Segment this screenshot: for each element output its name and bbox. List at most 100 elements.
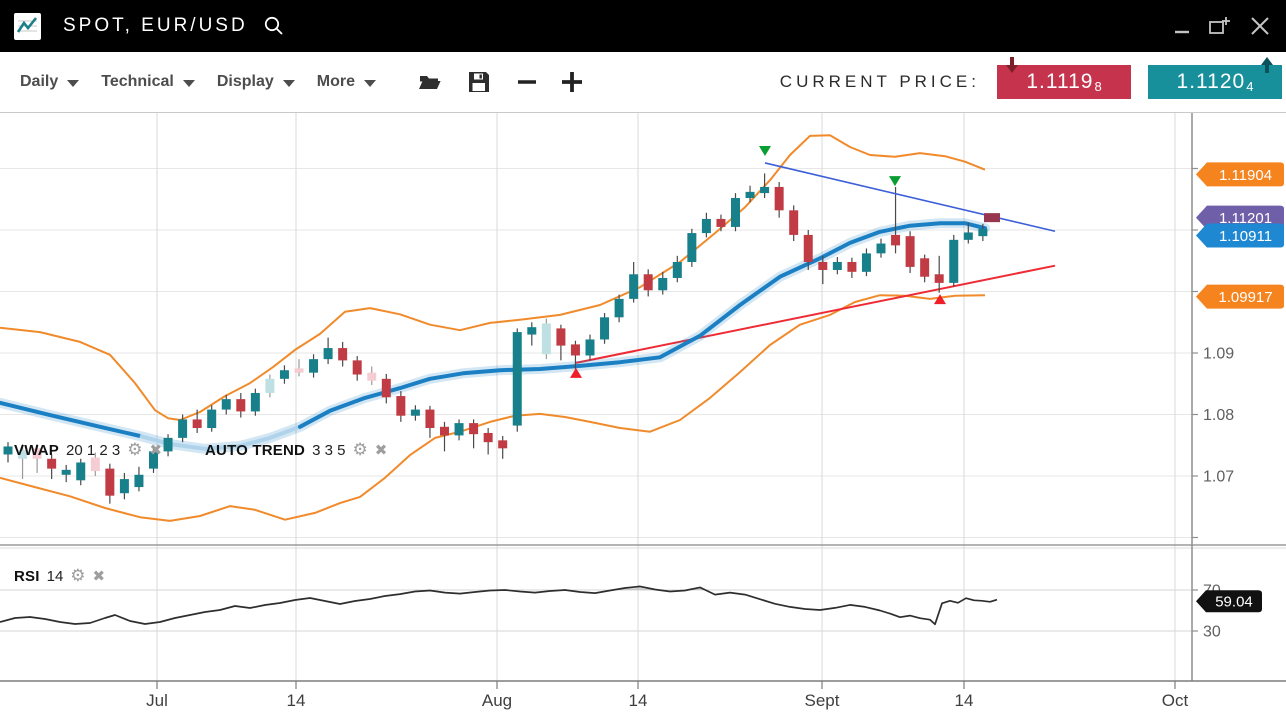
chevron-down-icon xyxy=(282,79,295,87)
chevron-down-icon xyxy=(182,79,195,87)
zoom-out-icon[interactable] xyxy=(516,71,538,93)
price-tick-label: 1.08 xyxy=(1203,407,1234,424)
autotrend-remove-icon[interactable]: ✖ xyxy=(374,441,388,459)
candle-body xyxy=(541,323,551,355)
rsi-remove-icon[interactable]: ✖ xyxy=(92,567,106,585)
rsi-params: 14 xyxy=(46,568,64,585)
candle-body xyxy=(178,419,188,438)
candle-body xyxy=(658,277,668,291)
date-tick-label: 14 xyxy=(629,691,648,710)
save-icon[interactable] xyxy=(468,71,490,93)
chevron-down-icon xyxy=(364,79,377,87)
autotrend-name: AUTO TREND xyxy=(205,442,306,459)
date-tick-label: 14 xyxy=(955,691,974,710)
bid-price-badge: 1.1119 8 xyxy=(997,57,1131,99)
candle-body xyxy=(600,317,610,340)
timeframe-menu-label: Daily xyxy=(20,73,59,90)
ask-price-value: 1.1120 xyxy=(1176,70,1246,93)
candle-body xyxy=(861,253,871,272)
display-menu[interactable]: Display xyxy=(217,73,295,91)
rsi-tick-label: 30 xyxy=(1203,624,1221,641)
candle-body xyxy=(47,458,57,469)
candle-body xyxy=(905,236,915,267)
candle-body xyxy=(687,233,697,262)
date-tick-label: 14 xyxy=(287,691,306,710)
vwap-settings-gear-icon[interactable]: ⚙ xyxy=(127,440,143,460)
price-tag xyxy=(1196,162,1284,187)
rsi-indicator-label: RSI 14 ⚙ ✖ xyxy=(14,566,106,586)
date-tick-label: Aug xyxy=(482,691,512,710)
candle-body xyxy=(556,328,566,346)
buy-signal-triangle-icon xyxy=(570,367,582,378)
candle-body xyxy=(949,239,959,283)
price-tag xyxy=(1196,284,1284,309)
candle-body xyxy=(934,274,944,283)
close-icon[interactable] xyxy=(1250,16,1270,36)
price-up-arrow-icon xyxy=(1260,57,1274,79)
candle-body xyxy=(745,191,755,199)
candle-body xyxy=(978,228,988,237)
candle-body xyxy=(134,474,144,488)
open-folder-icon[interactable] xyxy=(418,72,442,92)
trend-signal-box xyxy=(984,213,1000,223)
vwap-line xyxy=(0,400,142,438)
candle-body xyxy=(440,426,449,436)
candle-body xyxy=(425,409,435,429)
minimize-icon[interactable] xyxy=(1174,17,1190,35)
candle-body xyxy=(643,274,653,291)
price-tag-label: 1.11904 xyxy=(1219,167,1272,184)
rsi-line xyxy=(0,585,998,626)
more-menu-label: More xyxy=(316,73,356,90)
autotrend-indicator-label: AUTO TREND 3 3 5 ⚙ ✖ xyxy=(205,440,388,460)
candle-body xyxy=(236,399,246,412)
search-icon[interactable] xyxy=(262,14,286,38)
candle-body xyxy=(454,423,464,436)
app-logo xyxy=(14,12,41,40)
candle-body xyxy=(396,396,406,416)
popout-icon[interactable] xyxy=(1208,15,1232,37)
candle-body xyxy=(309,359,319,373)
ask-price-badge: 1.1120 4 xyxy=(1148,57,1282,99)
vwap-name: VWAP xyxy=(14,442,59,459)
candle-body xyxy=(527,327,537,335)
date-tick-label: Sept xyxy=(805,691,840,710)
more-menu[interactable]: More xyxy=(316,73,377,91)
candle-body xyxy=(90,457,100,472)
autotrend-settings-gear-icon[interactable]: ⚙ xyxy=(352,440,368,460)
auto-trend-support-line xyxy=(575,264,1056,364)
candle-body xyxy=(265,378,275,393)
technical-menu[interactable]: Technical xyxy=(101,73,195,91)
candle-body xyxy=(847,261,857,272)
autotrend-params: 3 3 5 xyxy=(312,442,346,459)
timeframe-menu[interactable]: Daily xyxy=(20,73,80,91)
sell-signal-triangle-icon xyxy=(759,146,771,157)
candle-body xyxy=(294,368,304,373)
candle-body xyxy=(512,332,522,426)
vwap-remove-icon[interactable]: ✖ xyxy=(149,441,163,459)
price-tag-label: 1.11201 xyxy=(1219,210,1272,227)
candle-body xyxy=(818,261,828,270)
rsi-settings-gear-icon[interactable]: ⚙ xyxy=(70,566,86,586)
candle-body xyxy=(570,344,580,356)
candle-body xyxy=(483,432,493,443)
candle-body xyxy=(352,360,362,375)
candle-body xyxy=(803,234,813,262)
titlebar: SPOT, EUR/USD xyxy=(0,0,1286,52)
bollinger-lower-band xyxy=(0,294,986,522)
candle-body xyxy=(832,261,842,270)
candle-body xyxy=(221,399,231,410)
candle-body xyxy=(149,451,158,469)
chevron-down-icon xyxy=(67,79,80,87)
vwap-line xyxy=(298,221,987,429)
window-controls xyxy=(1174,15,1270,37)
bollinger-upper-band xyxy=(0,134,986,421)
candle-body xyxy=(585,339,595,356)
price-tick-label: 1.07 xyxy=(1203,469,1234,486)
chart-plot-area[interactable] xyxy=(0,112,1286,681)
vwap-params: 20 1 2 3 xyxy=(65,442,121,459)
candle-body xyxy=(498,440,508,449)
zoom-in-icon[interactable] xyxy=(560,70,584,94)
candle-body xyxy=(323,348,333,360)
window-title: SPOT, EUR/USD xyxy=(63,15,248,36)
